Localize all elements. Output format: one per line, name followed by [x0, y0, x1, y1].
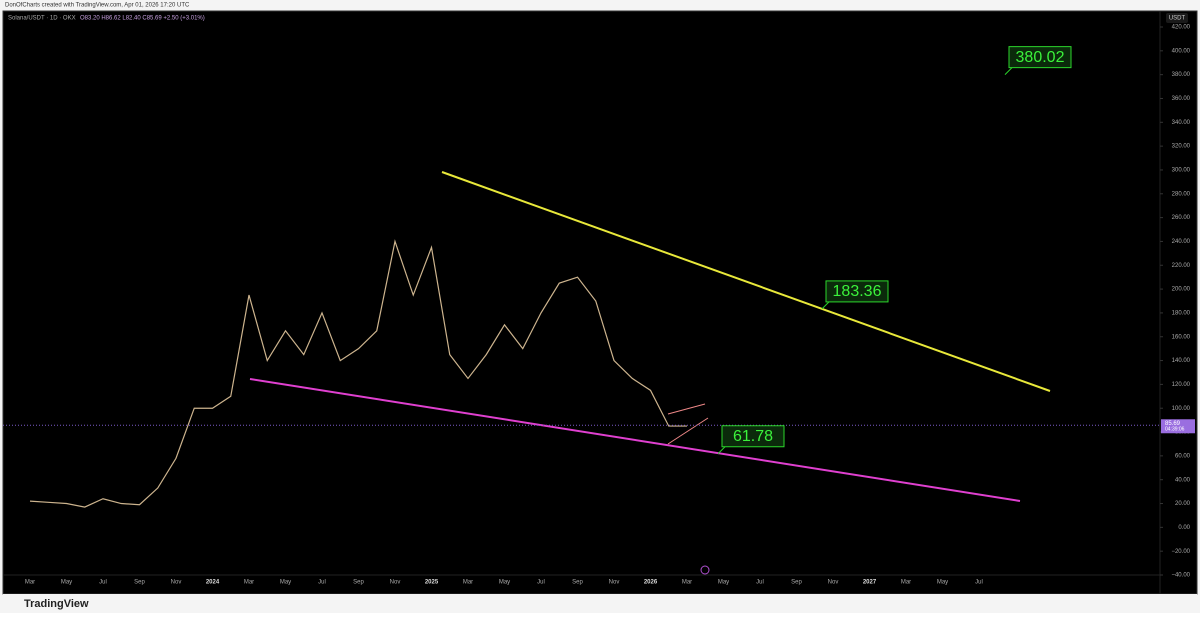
- y-tick-label: 20.00: [1175, 501, 1191, 507]
- x-tick-label: Jul: [99, 580, 107, 586]
- ohlc: O83.20 H86.62 L82.40 C85.69 +2.50 (+3.01…: [80, 16, 205, 22]
- y-tick-label: 380.00: [1172, 72, 1191, 78]
- x-tick-label: Mar: [244, 580, 254, 586]
- price-line: [29, 239, 687, 508]
- annotation-box: [1008, 46, 1072, 69]
- x-tick-label: Sep: [353, 580, 364, 586]
- countdown: 04:39:06: [1165, 427, 1185, 433]
- y-tick-label: 180.00: [1172, 310, 1191, 316]
- lower-trendline: [249, 378, 1021, 502]
- x-tick-label: Nov: [609, 580, 620, 586]
- annotation-label: 183.36: [833, 283, 882, 300]
- x-tick-label: May: [718, 580, 729, 586]
- x-tick-label: Mar: [463, 580, 473, 586]
- brand: TradingView: [24, 598, 89, 610]
- x-tick-label: Jul: [975, 580, 983, 586]
- currency: USDT: [1169, 16, 1186, 22]
- currency-box: [1166, 13, 1188, 23]
- y-tick-label: 280.00: [1172, 191, 1191, 197]
- x-tick-label: Nov: [390, 580, 401, 586]
- x-tick-label: Nov: [171, 580, 182, 586]
- symbol: Solana/USDT · 1D · OKX: [8, 16, 76, 22]
- annotation-box: [825, 280, 889, 303]
- annotation-label: 61.78: [733, 428, 773, 445]
- x-tick-label: Mar: [901, 580, 911, 586]
- wedge-line: [667, 403, 706, 415]
- y-tick-label: 100.00: [1172, 406, 1191, 412]
- y-tick-label: 340.00: [1172, 120, 1191, 126]
- y-tick-label: 220.00: [1172, 263, 1191, 269]
- last-price-tag: [1161, 419, 1195, 434]
- y-tick-label: −40.00: [1171, 573, 1190, 579]
- x-tick-label: Nov: [828, 580, 839, 586]
- y-tick-label: 320.00: [1172, 144, 1191, 150]
- x-tick-label: 2025: [425, 580, 439, 586]
- last-price: 85.69: [1165, 421, 1181, 427]
- credit: DonOfCharts created with TradingView.com…: [5, 3, 190, 9]
- x-tick-label: 2026: [644, 580, 658, 586]
- y-tick-label: 240.00: [1172, 239, 1191, 245]
- x-tick-label: Sep: [791, 580, 802, 586]
- x-tick-label: 2024: [206, 580, 220, 586]
- x-tick-label: Jul: [537, 580, 545, 586]
- chart-panel: [2, 10, 1198, 595]
- x-tick-label: 2027: [863, 580, 877, 586]
- y-tick-label: 400.00: [1172, 48, 1191, 54]
- x-tick-label: Mar: [25, 580, 35, 586]
- x-tick-label: May: [61, 580, 72, 586]
- y-tick-label: 360.00: [1172, 96, 1191, 102]
- annotation-box: [721, 425, 785, 448]
- y-tick-label: 260.00: [1172, 215, 1191, 221]
- wedge-line: [667, 417, 709, 445]
- event-icon: [700, 565, 710, 575]
- x-tick-label: Mar: [682, 580, 692, 586]
- y-tick-label: 0.00: [1178, 525, 1190, 531]
- y-tick-label: 200.00: [1172, 287, 1191, 293]
- y-tick-label: 120.00: [1172, 382, 1191, 388]
- x-tick-label: May: [280, 580, 291, 586]
- x-tick-label: Sep: [134, 580, 145, 586]
- y-tick-label: −20.00: [1171, 549, 1190, 555]
- y-tick-label: 300.00: [1172, 168, 1191, 174]
- x-tick-label: Jul: [756, 580, 764, 586]
- y-tick-label: 40.00: [1175, 477, 1191, 483]
- x-tick-label: Jul: [318, 580, 326, 586]
- x-tick-label: May: [937, 580, 948, 586]
- upper-trendline: [441, 171, 1051, 392]
- y-tick-label: 60.00: [1175, 453, 1191, 459]
- x-tick-label: May: [499, 580, 510, 586]
- x-tick-label: Sep: [572, 580, 583, 586]
- footer: [3, 594, 1197, 613]
- y-tick-label: 160.00: [1172, 334, 1191, 340]
- annotation-label: 380.02: [1016, 49, 1065, 66]
- y-tick-label: 140.00: [1172, 358, 1191, 364]
- y-tick-label: 420.00: [1172, 25, 1191, 31]
